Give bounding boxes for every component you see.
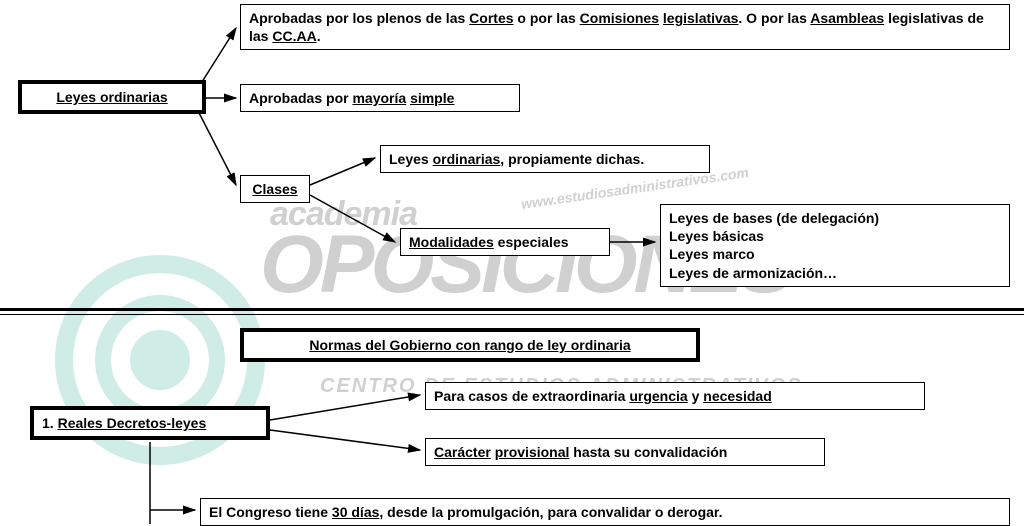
node-leyes-ord-propiamente: Leyes ordinarias, propiamente dichas.	[380, 145, 710, 173]
node-modalidades-list: Leyes de bases (de delegación) Leyes bás…	[660, 204, 1010, 287]
label-clases: Clases	[252, 181, 297, 197]
node-congreso-30-dias: El Congreso tiene 30 días, desde la prom…	[200, 498, 1010, 526]
node-aprobadas-plenos: Aprobadas por los plenos de las Cortes o…	[240, 4, 1010, 50]
list-item: Leyes básicas	[669, 227, 1001, 245]
label-leyes-ordinarias: Leyes ordinarias	[56, 89, 167, 105]
section-divider-thin	[0, 314, 1024, 315]
node-modalidades: Modalidades especiales	[400, 228, 610, 256]
node-leyes-ordinarias: Leyes ordinarias	[18, 80, 206, 114]
list-item: Leyes marco	[669, 245, 1001, 263]
list-item: Leyes de bases (de delegación)	[669, 209, 1001, 227]
node-aprobadas-mayoria: Aprobadas por mayoría simple	[240, 84, 520, 112]
node-normas-gobierno: Normas del Gobierno con rango de ley ord…	[240, 328, 700, 362]
label-normas-gobierno: Normas del Gobierno con rango de ley ord…	[309, 337, 630, 353]
watermark-ring-inner	[130, 330, 190, 390]
section-divider	[0, 308, 1024, 311]
node-reales-decretos-leyes: 1. Reales Decretos-leyes	[30, 406, 270, 440]
list-item: Leyes de armonización…	[669, 264, 1001, 282]
node-clases: Clases	[240, 175, 310, 203]
node-caracter-provisional: Carácter provisional hasta su convalidac…	[425, 438, 825, 466]
node-urgencia-necesidad: Para casos de extraordinaria urgencia y …	[425, 382, 925, 410]
